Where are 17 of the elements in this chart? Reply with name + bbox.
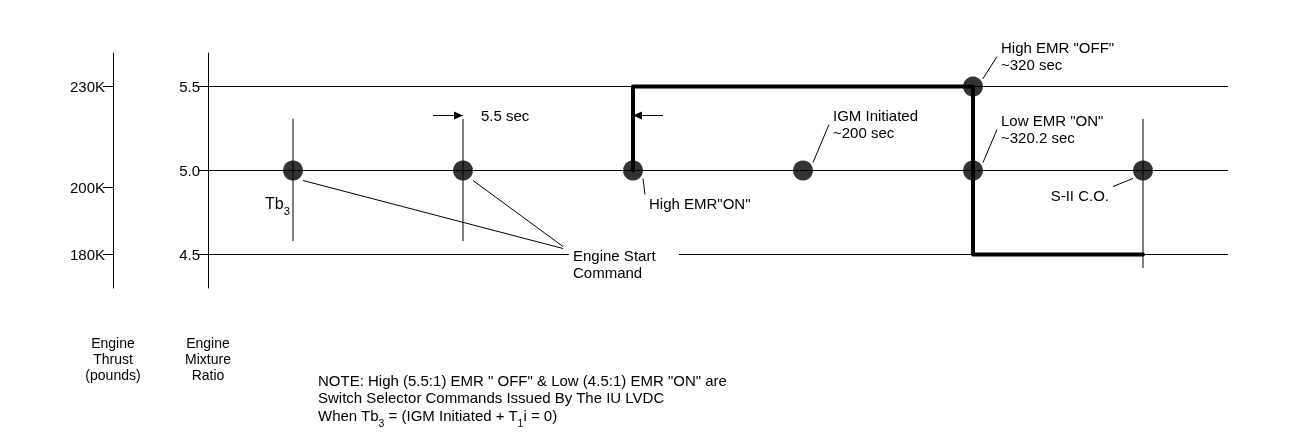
y-tick-label: 4.5 [179,245,200,263]
annotation: Tb$_{3}$ [265,194,290,217]
annotation: Low EMR "ON" ~320.2 sec [1001,111,1104,146]
y-tick-label: 5.0 [179,162,200,179]
y2-tick-label: 200K [69,178,105,196]
annotation: 5.5 sec [481,106,530,124]
y2-axis-title: Engine Thrust (pounds) [85,335,141,384]
annotation: S-II C.O. [1050,186,1109,204]
annotation: High EMR "OFF" ~320 sec [1001,38,1115,73]
y-axis-title: Engine Mixture Ratio [185,335,232,384]
annotation: IGM Initiated ~200 sec [833,106,919,141]
annotation: High EMR"ON" [649,194,751,212]
text: NOTE: High (5.5:1) EMR " OFF" & Low (4.5:1) EMR "ON" are Switch Selector Commands Issued By The IU LVDC When Tb$_{3}$ = (IGM Initiated + T$_{1}$i = 0) [318,372,727,429]
annotation: Engine Start Command [573,246,657,281]
y2-tick-label: 230K [69,78,105,96]
y2-tick-label: 180K [69,245,105,263]
y-tick-label: 5.5 [179,78,200,96]
